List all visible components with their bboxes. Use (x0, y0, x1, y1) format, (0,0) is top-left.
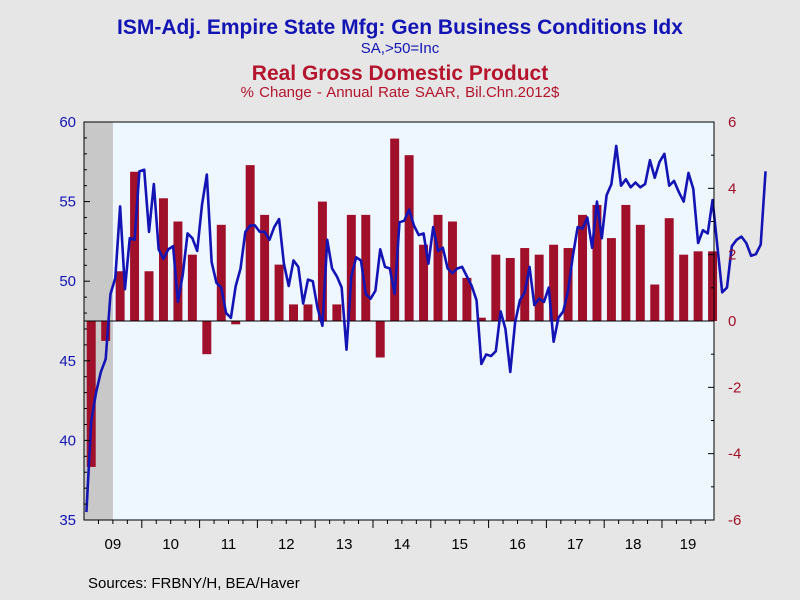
gdp-bar-2012Q4 (303, 304, 313, 321)
gdp-bar-2018Q3 (635, 224, 645, 321)
x-axis-label: 10 (162, 536, 179, 553)
gdp-bar-2019Q1 (664, 218, 674, 321)
gdp-bar-2013Q2 (332, 304, 342, 321)
chart-title-bar-series: Real Gross Domestic Product (251, 62, 549, 85)
x-axis-label: 13 (336, 536, 353, 553)
gdp-bar-2012Q1 (260, 214, 270, 321)
right-axis-label: 2 (728, 247, 736, 264)
gdp-bar-2018Q4 (650, 284, 660, 321)
right-axis-label: 0 (728, 313, 736, 330)
x-axis-label: 17 (567, 536, 584, 553)
gdp-bar-2016Q4 (534, 254, 544, 321)
x-axis-label: 18 (625, 536, 642, 553)
x-axis-label: 09 (105, 536, 122, 553)
gdp-bar-2010Q1 (144, 271, 154, 321)
gdp-bar-2019Q4 (708, 251, 718, 321)
gdp-bar-2017Q3 (578, 214, 587, 321)
gdp-bar-2013Q3 (346, 214, 356, 321)
gdp-bar-2010Q3 (173, 221, 183, 321)
gdp-bar-2011Q4 (245, 165, 255, 321)
gdp-bar-2019Q2 (679, 254, 689, 321)
left-axis-label: 60 (59, 114, 76, 131)
right-axis-label: -2 (728, 379, 741, 396)
gdp-bar-2016Q2 (505, 257, 515, 321)
x-axis-label: 11 (221, 536, 237, 553)
gdp-bar-2015Q1 (433, 214, 443, 321)
x-axis-label: 19 (680, 536, 697, 553)
gdp-bar-2017Q1 (549, 244, 559, 321)
gdp-bar-2014Q2 (390, 138, 400, 321)
gdp-bar-2014Q3 (404, 155, 414, 321)
x-axis: 09 10 11 12 13 14 15 16 17 18 19 (97, 520, 706, 553)
gdp-bar-2014Q1 (375, 321, 385, 358)
gdp-bars (86, 138, 718, 467)
gdp-bar-2009Q4 (130, 171, 140, 321)
gdp-bar-2011Q1 (202, 321, 212, 355)
empire-state-line (85, 144, 767, 513)
gdp-bar-2017Q4 (592, 204, 602, 321)
gdp-bar-2015Q3 (462, 277, 472, 321)
x-axis-label: 12 (278, 536, 295, 553)
x-axis-label: 14 (394, 536, 411, 553)
gdp-bar-2013Q4 (361, 214, 371, 321)
left-axis-label: 50 (59, 273, 76, 290)
gdp-bar-2011Q3 (231, 321, 241, 325)
gdp-bar-2012Q2 (274, 264, 284, 321)
right-axis-label: -4 (728, 446, 741, 463)
x-axis-label: 15 (451, 536, 468, 553)
gdp-bar-2013Q1 (317, 201, 327, 321)
left-axis: 60 55 50 45 40 35 (59, 114, 90, 529)
left-axis-label: 45 (59, 353, 76, 370)
gdp-bar-2010Q4 (187, 254, 197, 321)
gdp-bar-2014Q4 (419, 244, 429, 321)
gdp-bar-2015Q2 (447, 221, 457, 321)
gdp-bar-2009Q2 (101, 321, 111, 341)
gdp-bar-2009Q1 (86, 321, 96, 467)
left-axis-label: 40 (59, 432, 76, 449)
gdp-bar-2018Q2 (621, 204, 631, 321)
chart-subtitle-line-series: SA,>50=Inc (360, 40, 440, 57)
right-axis-label: 6 (728, 114, 736, 131)
x-axis-label: 16 (509, 536, 526, 553)
gdp-bar-2016Q3 (520, 248, 530, 321)
right-axis-label: 4 (728, 180, 736, 197)
chart-subtitle-bar-series: % Change - Annual Rate SAAR, Bil.Chn.201… (240, 84, 560, 101)
left-axis-label: 35 (59, 512, 76, 529)
sources-note: Sources: FRBNY/H, BEA/Haver (88, 575, 300, 592)
gdp-bar-2019Q3 (693, 251, 703, 321)
gdp-bar-2016Q1 (491, 254, 501, 321)
gdp-bar-2018Q1 (606, 238, 616, 321)
left-axis-label: 55 (59, 194, 76, 211)
chart-title-line-series: ISM-Adj. Empire State Mfg: Gen Business … (117, 16, 683, 39)
right-axis: 6 4 2 0 -2 -4 -6 (708, 114, 741, 529)
gdp-bar-2012Q3 (289, 304, 298, 321)
gdp-bar-2009Q3 (115, 271, 125, 321)
gdp-bar-2015Q4 (476, 317, 486, 321)
gdp-bar-2011Q2 (216, 224, 226, 321)
right-axis-label: -6 (728, 512, 741, 529)
